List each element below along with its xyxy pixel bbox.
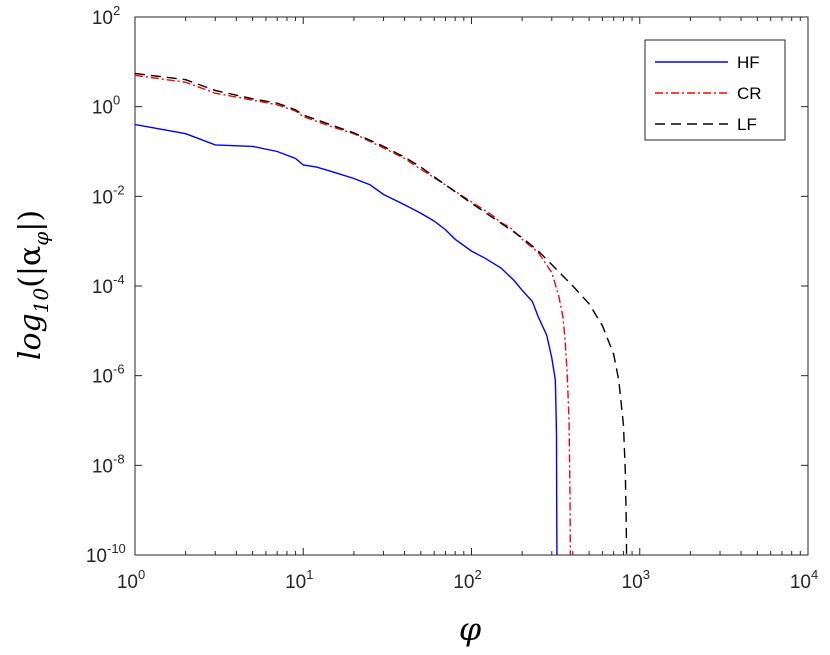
y-axis-label: log10(|αφ|) <box>13 210 53 360</box>
x-tick-label: 104 <box>790 567 818 593</box>
series-layer <box>134 72 628 556</box>
y-tick-label: 10 <box>92 456 113 477</box>
legend-box <box>644 39 786 141</box>
y-tick-label: 10 <box>92 98 113 119</box>
y-tick-exponent: -6 <box>113 362 125 377</box>
series-line-hf <box>134 123 558 556</box>
y-tick-exponent: 0 <box>113 93 120 108</box>
x-tick-label: 103 <box>622 567 650 593</box>
x-ticks: 100 101 102 103 104 <box>117 17 818 593</box>
legend: HF CR LF <box>644 39 786 141</box>
legend-label-lf: LF <box>737 115 757 134</box>
y-tick-label: 10 <box>86 546 107 567</box>
y-tick-exponent: -8 <box>113 451 125 466</box>
legend-items: HF CR LF <box>655 53 762 134</box>
x-tick-label: 102 <box>453 567 481 593</box>
x-tick-label: 100 <box>117 567 145 593</box>
x-axis-label: φ <box>459 610 482 648</box>
y-tick-exponent: -4 <box>113 272 125 287</box>
y-tick-exponent: 2 <box>113 3 120 18</box>
series-line-cr <box>134 74 572 556</box>
y-tick-label: 10 <box>92 277 113 298</box>
legend-label-hf: HF <box>737 53 760 72</box>
y-tick-exponent: -2 <box>113 182 125 197</box>
y-tick-exponent: -10 <box>107 541 126 556</box>
legend-label-cr: CR <box>737 84 762 103</box>
series-line-lf <box>134 72 628 556</box>
y-tick-label: 10 <box>92 367 113 388</box>
y-tick-label: 10 <box>92 187 113 208</box>
y-tick-label: 10 <box>92 8 113 29</box>
x-tick-label: 101 <box>285 567 313 593</box>
